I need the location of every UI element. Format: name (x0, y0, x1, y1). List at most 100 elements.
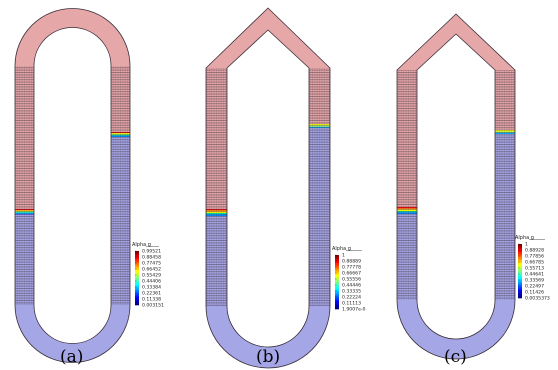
legend-color-step (518, 254, 522, 257)
legend-color-step (335, 271, 339, 273)
legend-color-step (518, 292, 522, 295)
legend-color-step (518, 245, 522, 247)
legend-tick-label: 0.88928 (525, 248, 544, 254)
legend-color-step (335, 280, 339, 283)
legend-color-bar (335, 255, 339, 310)
legend-color-step (135, 255, 139, 257)
legend-color-step (518, 246, 522, 249)
legend-color-step (135, 286, 139, 288)
legend-color-step (135, 261, 139, 264)
legend-color-step (135, 253, 139, 256)
legend-color-step (518, 271, 522, 273)
legend-color-step (335, 304, 339, 307)
legend-color-step (135, 276, 139, 279)
legend-tick-label: 0.22224 (342, 295, 361, 301)
panel-c (396, 13, 516, 360)
legend-color-step (518, 283, 522, 285)
panel-a-outline (14, 8, 131, 363)
legend-color-step (335, 298, 339, 300)
legend-color-step (518, 265, 522, 268)
legend-color-step (335, 267, 339, 269)
legend-color-step (335, 290, 339, 292)
legend-color-step (518, 262, 522, 265)
legend-color-step (135, 269, 139, 272)
legend-color-step (518, 291, 522, 293)
legend-tick-label: 0.66452 (142, 267, 161, 273)
legend-color-step (335, 264, 339, 267)
panel-c-bottom-arc (397, 300, 515, 359)
legend-color-step (335, 288, 339, 291)
legend-color-step (135, 252, 139, 254)
legend-color-step (518, 266, 522, 269)
panel-b-outline (205, 7, 331, 369)
legend-color-step (135, 296, 139, 299)
legend-color-step (335, 263, 339, 265)
legend-tick-label: 0.77778 (342, 265, 361, 271)
legend-color-step (135, 280, 139, 283)
panel-a-legend: Alpha g 0.995210.884580.774750.664520.55… (132, 242, 164, 309)
legend-color-step (335, 255, 339, 257)
legend-color-step (518, 258, 522, 261)
legend-tick-label: 0.55713 (525, 266, 544, 272)
legend-color-step (135, 251, 139, 253)
legend-color-step (335, 273, 339, 276)
legend-color-step (135, 298, 139, 300)
legend-color-step (335, 291, 339, 294)
legend-color-step (518, 287, 522, 289)
legend-color-step (518, 250, 522, 253)
legend-tick-label: 0.55556 (342, 277, 361, 283)
legend-color-step (335, 259, 339, 261)
panel-c-outline (396, 13, 516, 360)
legend-color-step (518, 280, 522, 283)
legend-color-step (335, 283, 339, 285)
legend-color-step (335, 261, 339, 264)
legend-color-step (518, 288, 522, 291)
panel-a-label: (a) (60, 347, 83, 367)
legend-color-step (518, 295, 522, 297)
legend-color-step (135, 271, 139, 273)
legend-color-step (135, 288, 139, 291)
legend-color-step (518, 281, 522, 284)
panel-b-legend: Alpha g 10.888890.777780.666670.555560.4… (332, 246, 366, 313)
legend-tick-label: 0.22497 (525, 284, 544, 290)
legend-color-step (335, 277, 339, 280)
legend-tick-label: 0.77856 (525, 254, 544, 260)
legend-color-step (135, 292, 139, 295)
legend-color-step (518, 264, 522, 266)
legend-color-step (335, 256, 339, 258)
legend-color-step (335, 286, 339, 288)
legend-tick-label: 1 (342, 253, 345, 259)
legend-color-step (335, 282, 339, 284)
legend-color-step (335, 269, 339, 272)
legend-color-step (518, 296, 522, 299)
legend-color-step (518, 284, 522, 287)
legend-tick-label: 0.77475 (142, 261, 161, 267)
legend-color-step (135, 287, 139, 290)
panel-a (14, 8, 131, 363)
panel-b-label: (b) (256, 347, 280, 367)
legend-tick-label: 0.33569 (525, 278, 544, 284)
legend-color-bar (135, 251, 139, 306)
legend-color-step (335, 272, 339, 275)
legend-color-step (518, 275, 522, 277)
legend-color-step (135, 300, 139, 303)
legend-color-step (335, 294, 339, 296)
panel-c-roof (397, 14, 515, 70)
legend-tick-label: 0.003151 (142, 303, 164, 309)
legend-color-step (518, 252, 522, 254)
legend-tick-label: 0.88458 (142, 255, 161, 261)
legend-color-step (135, 268, 139, 271)
legend-color-step (135, 267, 139, 269)
legend-tick-label: 0.44446 (342, 283, 361, 289)
legend-color-step (135, 295, 139, 298)
legend-color-step (135, 272, 139, 275)
legend-tick-label: 0.22361 (142, 291, 161, 297)
legend-color-step (335, 299, 339, 302)
legend-color-step (518, 253, 522, 256)
legend-color-step (135, 265, 139, 268)
legend-color-step (335, 268, 339, 271)
legend-color-step (518, 244, 522, 246)
legend-tick-label: 0.66667 (342, 271, 361, 277)
legend-tick-label: 0.55429 (142, 273, 161, 279)
